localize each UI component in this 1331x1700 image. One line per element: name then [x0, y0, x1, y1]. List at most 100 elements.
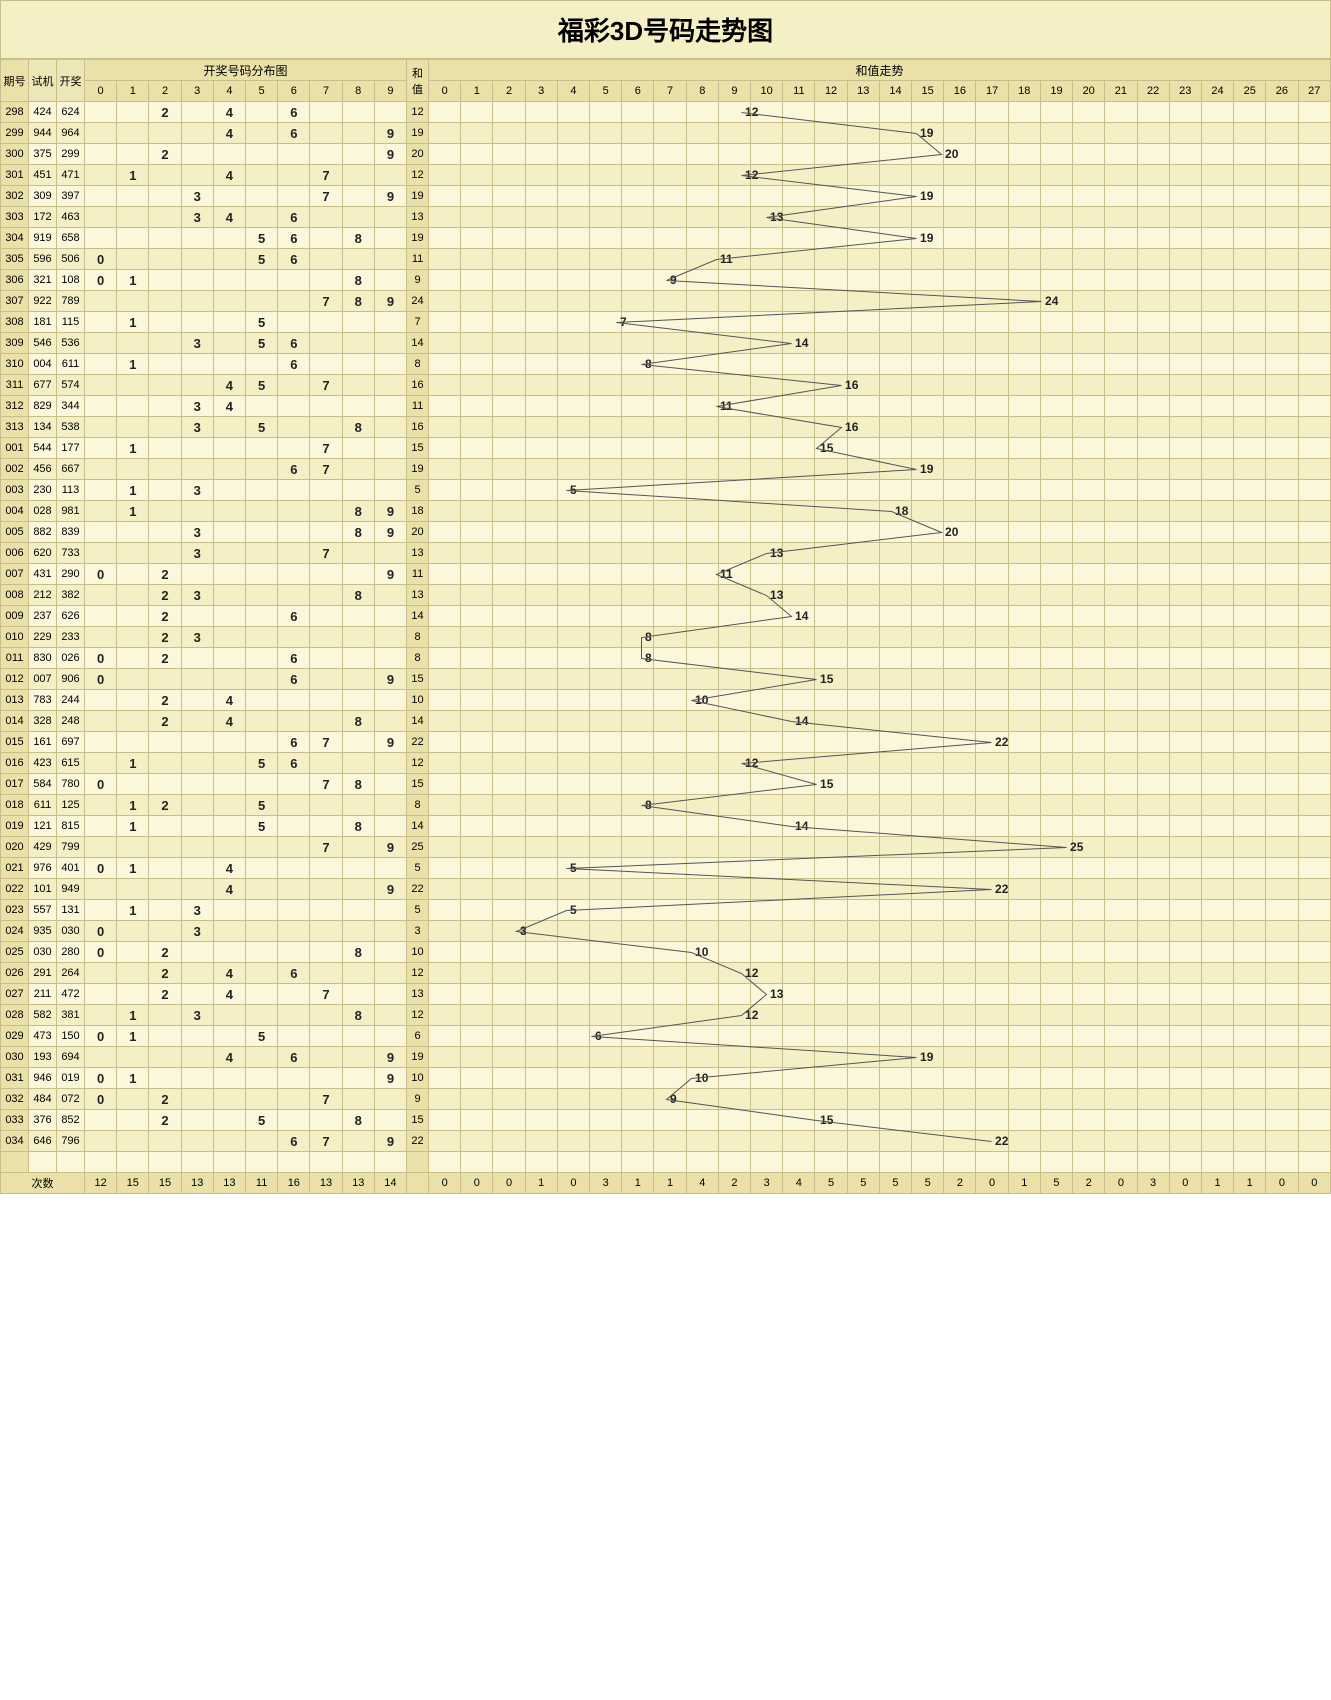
cell-dist [149, 1047, 181, 1068]
cell-dist [181, 816, 213, 837]
cell-dist: 9 [374, 564, 406, 585]
cell-period: 022 [1, 879, 29, 900]
footer-trend: 1 [654, 1173, 686, 1194]
cell-test: 172 [29, 207, 57, 228]
footer-trend: 4 [686, 1173, 718, 1194]
cell-trend [1169, 501, 1201, 522]
cell-dist [342, 1047, 374, 1068]
cell-dist: 4 [213, 879, 245, 900]
cell-sum: 25 [407, 837, 429, 858]
cell-dist [342, 879, 374, 900]
cell-dist [246, 1068, 278, 1089]
cell-dist [181, 501, 213, 522]
cell-dist [374, 648, 406, 669]
cell-dist [213, 543, 245, 564]
footer-trend: 1 [525, 1173, 557, 1194]
cell-dist [310, 795, 342, 816]
trend-point-label: 13 [770, 210, 783, 224]
cell-dist: 4 [213, 984, 245, 1005]
hdr-dist-9: 9 [374, 81, 406, 102]
trend-point-label: 10 [695, 693, 708, 707]
cell-dist: 8 [342, 417, 374, 438]
cell-trend [1234, 816, 1266, 837]
cell-period: 310 [1, 354, 29, 375]
cell-dist [149, 816, 181, 837]
cell-trend [1234, 585, 1266, 606]
trend-point-label: 12 [745, 966, 758, 980]
cell-trend [1266, 501, 1298, 522]
trend-point-label: 14 [795, 609, 808, 623]
cell-trend [1298, 333, 1330, 354]
footer-trend: 0 [976, 1173, 1008, 1194]
cell-trend [1201, 816, 1233, 837]
cell-dist: 1 [117, 1068, 149, 1089]
cell-trend [1201, 585, 1233, 606]
cell-dist: 1 [117, 1005, 149, 1026]
cell-open: 506 [57, 249, 85, 270]
hdr-dist-8: 8 [342, 81, 374, 102]
cell-dist [278, 417, 310, 438]
cell-trend [1137, 879, 1169, 900]
trend-point-label: 12 [745, 756, 758, 770]
cell-dist: 8 [342, 270, 374, 291]
cell-trend [1137, 585, 1169, 606]
cell-dist [85, 186, 117, 207]
cell-open: 471 [57, 165, 85, 186]
cell-dist [149, 480, 181, 501]
cell-test: 611 [29, 795, 57, 816]
cell-dist [85, 900, 117, 921]
cell-dist [213, 1005, 245, 1026]
cell-trend [1298, 648, 1330, 669]
cell-trend [1169, 816, 1201, 837]
cell-trend [1137, 375, 1169, 396]
cell-open: 381 [57, 1005, 85, 1026]
footer-trend: 1 [1234, 1173, 1266, 1194]
cell-dist: 6 [278, 459, 310, 480]
cell-trend [1137, 102, 1169, 123]
cell-dist [374, 543, 406, 564]
cell-dist [342, 396, 374, 417]
hdr-trend-5: 5 [590, 81, 622, 102]
cell-trend [1266, 585, 1298, 606]
cell-dist: 7 [310, 165, 342, 186]
cell-trend [1169, 291, 1201, 312]
cell-trend [1234, 669, 1266, 690]
cell-dist [374, 438, 406, 459]
trend-point-label: 13 [770, 546, 783, 560]
cell-dist [310, 396, 342, 417]
trend-point-label: 13 [770, 588, 783, 602]
cell-trend [1137, 774, 1169, 795]
cell-open: 789 [57, 291, 85, 312]
cell-dist [213, 816, 245, 837]
cell-trend [1137, 648, 1169, 669]
cell-trend [1169, 165, 1201, 186]
cell-dist [85, 879, 117, 900]
cell-dist [213, 438, 245, 459]
cell-dist [213, 291, 245, 312]
trend-point-label: 20 [945, 525, 958, 539]
cell-trend [1298, 459, 1330, 480]
cell-dist [342, 858, 374, 879]
cell-dist [117, 942, 149, 963]
cell-trend [1137, 711, 1169, 732]
cell-dist [85, 795, 117, 816]
cell-dist [213, 564, 245, 585]
cell-dist: 0 [85, 774, 117, 795]
cell-open: 611 [57, 354, 85, 375]
cell-open: 244 [57, 690, 85, 711]
cell-dist [374, 585, 406, 606]
cell-trend [1298, 270, 1330, 291]
cell-dist [310, 228, 342, 249]
cell-trend [1234, 774, 1266, 795]
cell-trend [1234, 879, 1266, 900]
cell-test: 429 [29, 837, 57, 858]
cell-dist [117, 186, 149, 207]
cell-trend [1137, 690, 1169, 711]
cell-trend [1234, 186, 1266, 207]
cell-trend [1169, 1005, 1201, 1026]
cell-period: 010 [1, 627, 29, 648]
cell-dist: 8 [342, 816, 374, 837]
trend-point-label: 14 [795, 819, 808, 833]
cell-trend [1298, 228, 1330, 249]
cell-period: 304 [1, 228, 29, 249]
